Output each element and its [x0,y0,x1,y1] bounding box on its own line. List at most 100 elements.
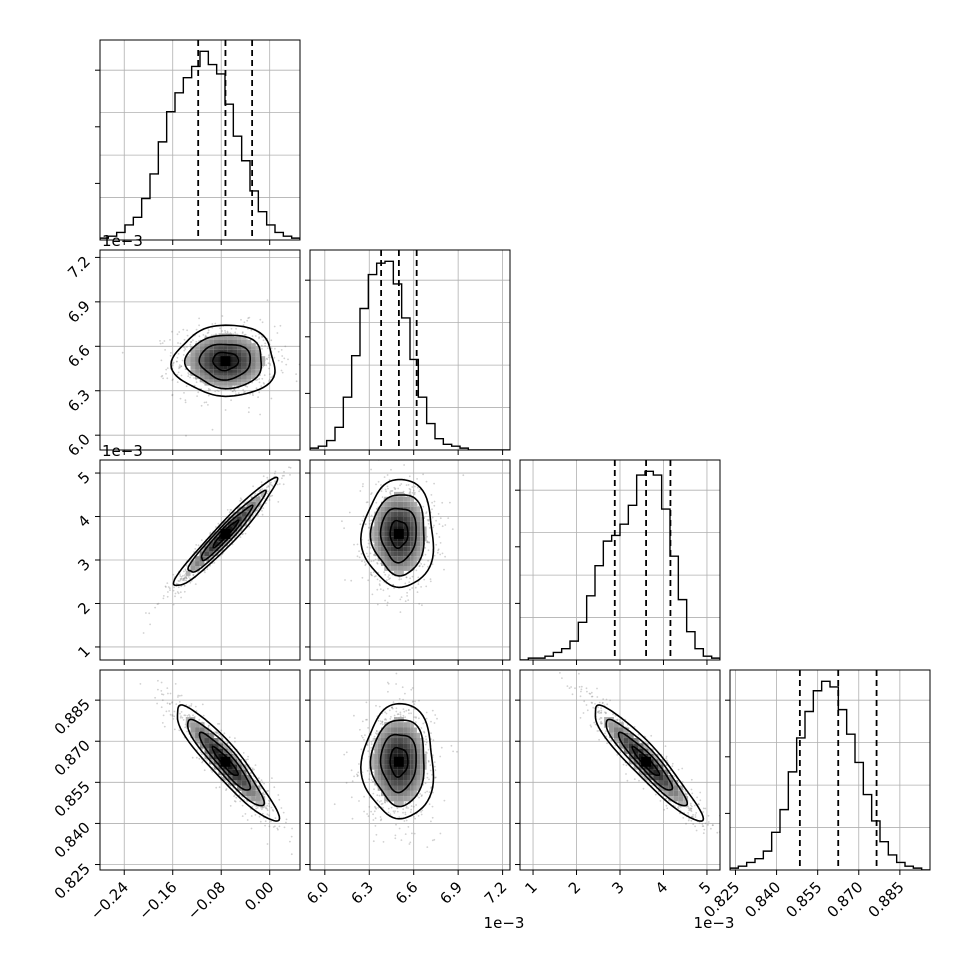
sample-point [184,399,187,402]
density-cell [397,551,401,557]
sample-point [422,455,424,457]
sample-point [261,792,264,795]
density-cell [260,362,266,366]
sample-point [169,703,171,705]
sample-point [365,563,367,565]
sample-point [418,796,420,799]
sample-point [372,559,375,562]
sample-point [176,591,179,593]
sample-point [390,716,392,718]
sample-point [405,484,408,486]
density-cell [237,759,242,765]
sample-point [166,702,169,705]
sample-point [201,748,204,751]
density-cell [251,790,256,797]
sample-point [247,317,250,320]
sample-point [272,826,275,828]
density-cell [407,511,411,517]
sample-point [389,490,392,492]
density-cell [413,511,417,517]
density-cell [420,526,424,532]
sample-point [439,517,442,520]
density-cell [190,727,196,733]
sample-point [407,807,409,809]
sample-point [228,736,231,739]
density-cell [397,511,401,517]
density-cell [384,526,388,532]
sample-point [425,480,428,483]
sample-point [353,775,355,778]
sample-point [420,563,423,565]
sample-point [166,687,169,689]
sample-point [273,325,276,328]
sample-point [379,819,382,822]
density-cell [199,375,205,380]
sample-point [433,482,435,485]
sample-point [257,396,259,399]
density-cell [209,359,214,363]
sample-point [172,378,174,381]
density-cell [387,506,391,512]
density-cell [241,372,247,376]
sample-point [239,497,242,500]
sample-point [406,591,408,594]
sample-point [180,577,182,580]
density-cell [209,353,214,357]
density-cell [246,369,252,373]
sample-point [365,701,368,704]
sample-point [226,330,229,333]
sample-point [363,561,366,563]
sample-point [224,329,226,332]
sample-point [280,349,283,351]
sample-point [156,702,159,705]
density-cell [381,536,385,542]
sample-point [427,522,430,525]
density-cell [397,516,401,522]
density-cell [223,353,228,357]
sample-point [204,334,207,337]
sample-point [231,390,234,393]
sample-point [157,679,159,682]
sample-point [163,340,166,342]
sample-point [433,761,436,763]
density-cell [185,362,191,366]
sample-point [375,833,378,836]
sample-point [264,820,267,823]
sample-point [242,533,244,535]
density-cell [394,541,398,547]
sample-point [358,550,360,553]
sample-point [189,343,192,346]
density-cell [223,521,228,527]
density-cell [237,339,242,344]
density-cell [390,526,394,532]
sample-point [195,340,198,343]
density-cell [213,748,219,754]
sample-point [372,813,374,816]
sample-point [276,332,279,334]
contour-level-3 [172,476,279,587]
histogram-panel-1 [305,249,511,455]
density-cell [246,506,252,512]
density-cell [204,375,210,380]
sample-point [176,333,179,336]
sample-point [216,732,218,735]
sample-point [262,791,265,794]
sample-point [160,359,163,362]
sample-point [161,699,164,702]
sample-point [268,380,270,382]
density-cell [400,521,404,527]
sample-point [274,470,277,473]
sample-point [370,747,373,749]
density-cell [255,790,261,797]
density-cell [407,541,411,547]
sample-point [379,580,381,582]
density-cell [209,732,214,739]
sample-point [266,804,269,807]
sample-point [210,334,213,337]
sample-point [233,388,236,391]
sample-point [270,481,272,484]
sample-point [244,391,246,393]
sample-point [179,716,182,719]
sample-point [265,807,267,810]
sample-point [258,333,260,335]
